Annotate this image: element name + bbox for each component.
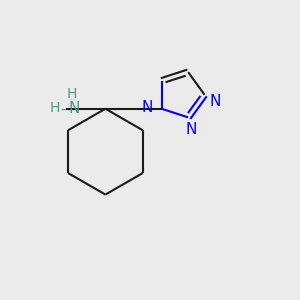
Text: N: N xyxy=(142,100,153,115)
Text: H: H xyxy=(50,101,60,115)
Text: N: N xyxy=(209,94,221,109)
Text: -: - xyxy=(61,102,66,117)
Text: N: N xyxy=(68,101,80,116)
Text: H: H xyxy=(67,87,77,101)
Text: N: N xyxy=(185,122,196,137)
